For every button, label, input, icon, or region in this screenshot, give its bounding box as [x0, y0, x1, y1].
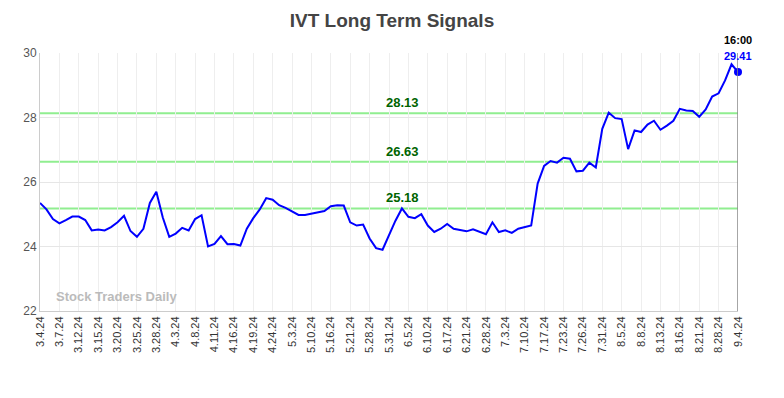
- svg-text:3.25.24: 3.25.24: [131, 316, 143, 353]
- svg-text:3.7.24: 3.7.24: [53, 316, 65, 347]
- svg-text:4.16.24: 4.16.24: [227, 316, 239, 353]
- svg-text:16:00: 16:00: [724, 34, 752, 46]
- svg-text:4.24.24: 4.24.24: [266, 316, 278, 353]
- svg-text:8.21.24: 8.21.24: [693, 316, 705, 353]
- svg-text:3.4.24: 3.4.24: [34, 316, 46, 347]
- svg-text:8.28.24: 8.28.24: [712, 316, 724, 353]
- svg-text:8.8.24: 8.8.24: [635, 316, 647, 347]
- svg-text:24: 24: [23, 240, 37, 254]
- svg-text:28: 28: [23, 111, 37, 125]
- svg-text:Stock Traders Daily: Stock Traders Daily: [56, 289, 177, 304]
- svg-text:8.5.24: 8.5.24: [615, 316, 627, 347]
- svg-text:6.28.24: 6.28.24: [480, 316, 492, 353]
- svg-text:26.63: 26.63: [386, 144, 419, 159]
- svg-text:7.23.24: 7.23.24: [557, 316, 569, 353]
- svg-text:6.10.24: 6.10.24: [421, 316, 433, 353]
- svg-text:26: 26: [23, 175, 37, 189]
- svg-text:8.16.24: 8.16.24: [673, 316, 685, 353]
- svg-text:7.31.24: 7.31.24: [596, 316, 608, 353]
- svg-text:25.18: 25.18: [386, 190, 419, 205]
- svg-text:6.17.24: 6.17.24: [441, 316, 453, 353]
- svg-text:9.4.24: 9.4.24: [732, 316, 744, 347]
- svg-text:22: 22: [23, 304, 37, 318]
- svg-text:5.21.24: 5.21.24: [344, 316, 356, 353]
- svg-text:7.17.24: 7.17.24: [538, 316, 550, 353]
- svg-text:7.10.24: 7.10.24: [518, 316, 530, 353]
- svg-text:4.8.24: 4.8.24: [189, 316, 201, 347]
- svg-text:3.12.24: 3.12.24: [72, 316, 84, 353]
- svg-text:7.3.24: 7.3.24: [499, 316, 511, 347]
- svg-text:4.19.24: 4.19.24: [247, 316, 259, 353]
- svg-text:5.28.24: 5.28.24: [363, 316, 375, 353]
- svg-text:IVT Long Term Signals: IVT Long Term Signals: [290, 10, 494, 31]
- svg-text:3.28.24: 3.28.24: [150, 316, 162, 353]
- svg-text:4.3.24: 4.3.24: [169, 316, 181, 347]
- svg-text:8.13.24: 8.13.24: [654, 316, 666, 353]
- svg-text:7.26.24: 7.26.24: [576, 316, 588, 353]
- svg-text:28.13: 28.13: [386, 95, 419, 110]
- svg-text:29.41: 29.41: [724, 50, 752, 62]
- svg-text:5.31.24: 5.31.24: [383, 316, 395, 353]
- svg-text:3.15.24: 3.15.24: [92, 316, 104, 353]
- svg-text:5.16.24: 5.16.24: [324, 316, 336, 353]
- svg-text:30: 30: [23, 46, 37, 60]
- svg-text:5.10.24: 5.10.24: [305, 316, 317, 353]
- svg-text:4.11.24: 4.11.24: [208, 316, 220, 352]
- svg-text:3.20.24: 3.20.24: [111, 316, 123, 353]
- svg-text:5.3.24: 5.3.24: [286, 316, 298, 347]
- svg-text:6.21.24: 6.21.24: [460, 316, 472, 353]
- svg-text:6.5.24: 6.5.24: [402, 316, 414, 347]
